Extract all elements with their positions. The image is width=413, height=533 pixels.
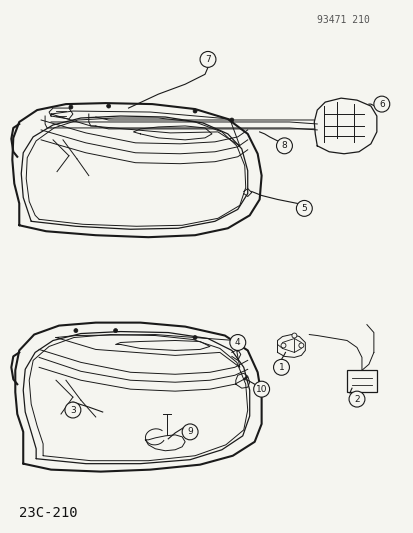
Circle shape — [192, 109, 197, 113]
Circle shape — [107, 104, 110, 108]
Circle shape — [74, 328, 78, 333]
Text: 2: 2 — [353, 394, 359, 403]
Circle shape — [291, 333, 296, 338]
Text: 5: 5 — [301, 204, 306, 213]
Circle shape — [182, 424, 197, 440]
Circle shape — [65, 402, 81, 418]
Text: 7: 7 — [204, 55, 210, 64]
Circle shape — [229, 335, 245, 350]
Circle shape — [69, 105, 73, 109]
Text: 1: 1 — [278, 363, 284, 372]
Text: 9: 9 — [187, 427, 192, 437]
Text: 23C-210: 23C-210 — [19, 506, 78, 520]
Text: 6: 6 — [378, 100, 384, 109]
Text: 3: 3 — [70, 406, 76, 415]
Circle shape — [253, 381, 269, 397]
Text: 93471 210: 93471 210 — [316, 15, 369, 25]
Text: 8: 8 — [281, 141, 287, 150]
Circle shape — [298, 343, 303, 348]
Circle shape — [276, 138, 292, 154]
Text: 10: 10 — [255, 385, 267, 394]
Circle shape — [348, 391, 364, 407]
Text: 4: 4 — [235, 338, 240, 347]
Circle shape — [192, 336, 197, 340]
Circle shape — [232, 343, 236, 346]
Circle shape — [113, 328, 117, 333]
Circle shape — [229, 118, 233, 122]
Circle shape — [273, 359, 289, 375]
Circle shape — [199, 52, 216, 67]
Circle shape — [373, 96, 389, 112]
Circle shape — [280, 343, 285, 348]
Circle shape — [296, 200, 311, 216]
FancyBboxPatch shape — [346, 370, 376, 392]
